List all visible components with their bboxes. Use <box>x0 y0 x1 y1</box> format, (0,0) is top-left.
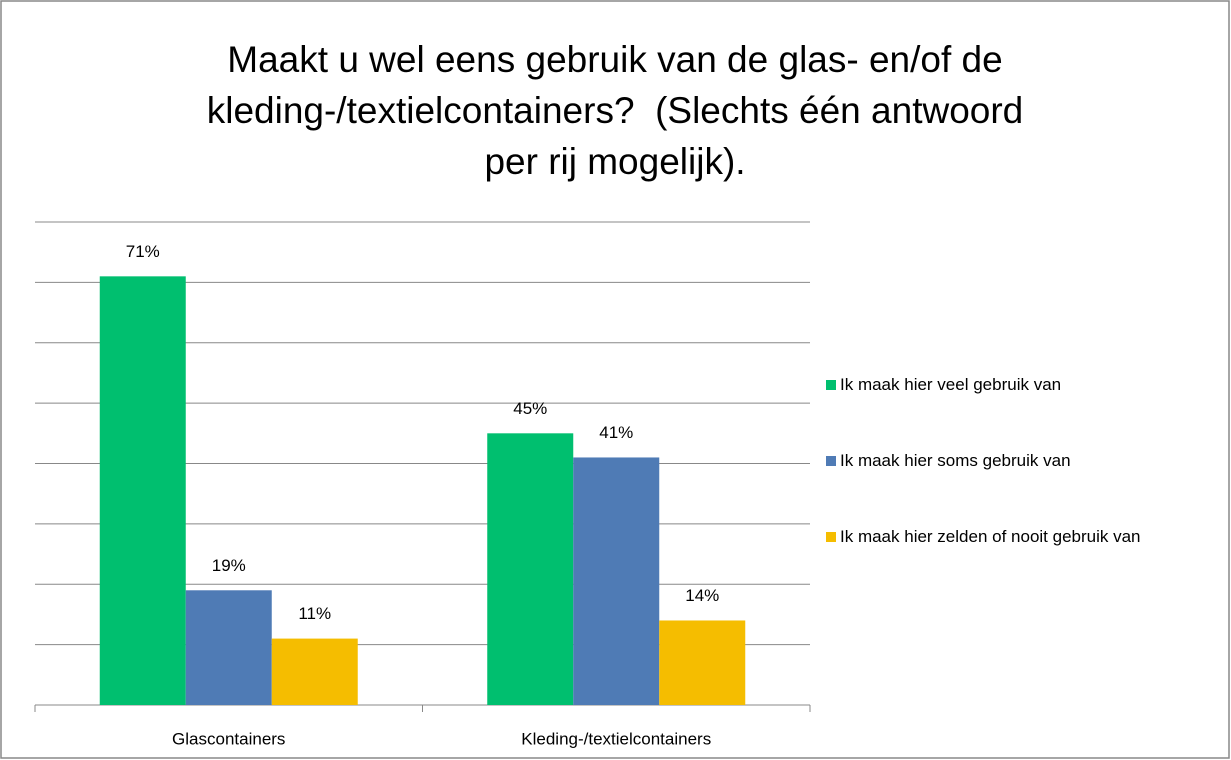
legend-label: Ik maak hier veel gebruik van <box>840 375 1062 394</box>
legend-item: Ik maak hier veel gebruik van <box>826 372 1226 398</box>
bar <box>487 433 574 705</box>
legend-swatch <box>826 380 836 390</box>
data-label: 41% <box>599 423 633 442</box>
legend-item: Ik maak hier zelden of nooit gebruik van <box>826 524 1226 550</box>
bar <box>99 276 186 705</box>
data-label: 71% <box>126 242 160 261</box>
legend-item: Ik maak hier soms gebruik van <box>826 448 1226 474</box>
data-label: 11% <box>298 604 331 623</box>
data-label: 19% <box>212 556 246 575</box>
data-label: 14% <box>685 586 719 605</box>
bar <box>573 457 660 705</box>
bar <box>271 638 358 705</box>
chart-title: kleding-/textielcontainers? (Slechts één… <box>207 90 1024 131</box>
legend-swatch <box>826 456 836 466</box>
chart-title: Maakt u wel eens gebruik van de glas- en… <box>227 39 1002 80</box>
legend: Ik maak hier veel gebruik van Ik maak hie… <box>826 372 1226 600</box>
bar <box>659 620 746 705</box>
legend-label: Ik maak hier zelden of nooit gebruik van <box>840 527 1141 546</box>
data-label: 45% <box>513 399 547 418</box>
legend-swatch <box>826 532 836 542</box>
bar <box>185 590 272 705</box>
legend-label: Ik maak hier soms gebruik van <box>840 451 1071 470</box>
x-tick-label: Kleding-/textielcontainers <box>521 729 711 748</box>
x-tick-label: Glascontainers <box>172 729 285 748</box>
chart-title: per rij mogelijk). <box>484 141 745 182</box>
